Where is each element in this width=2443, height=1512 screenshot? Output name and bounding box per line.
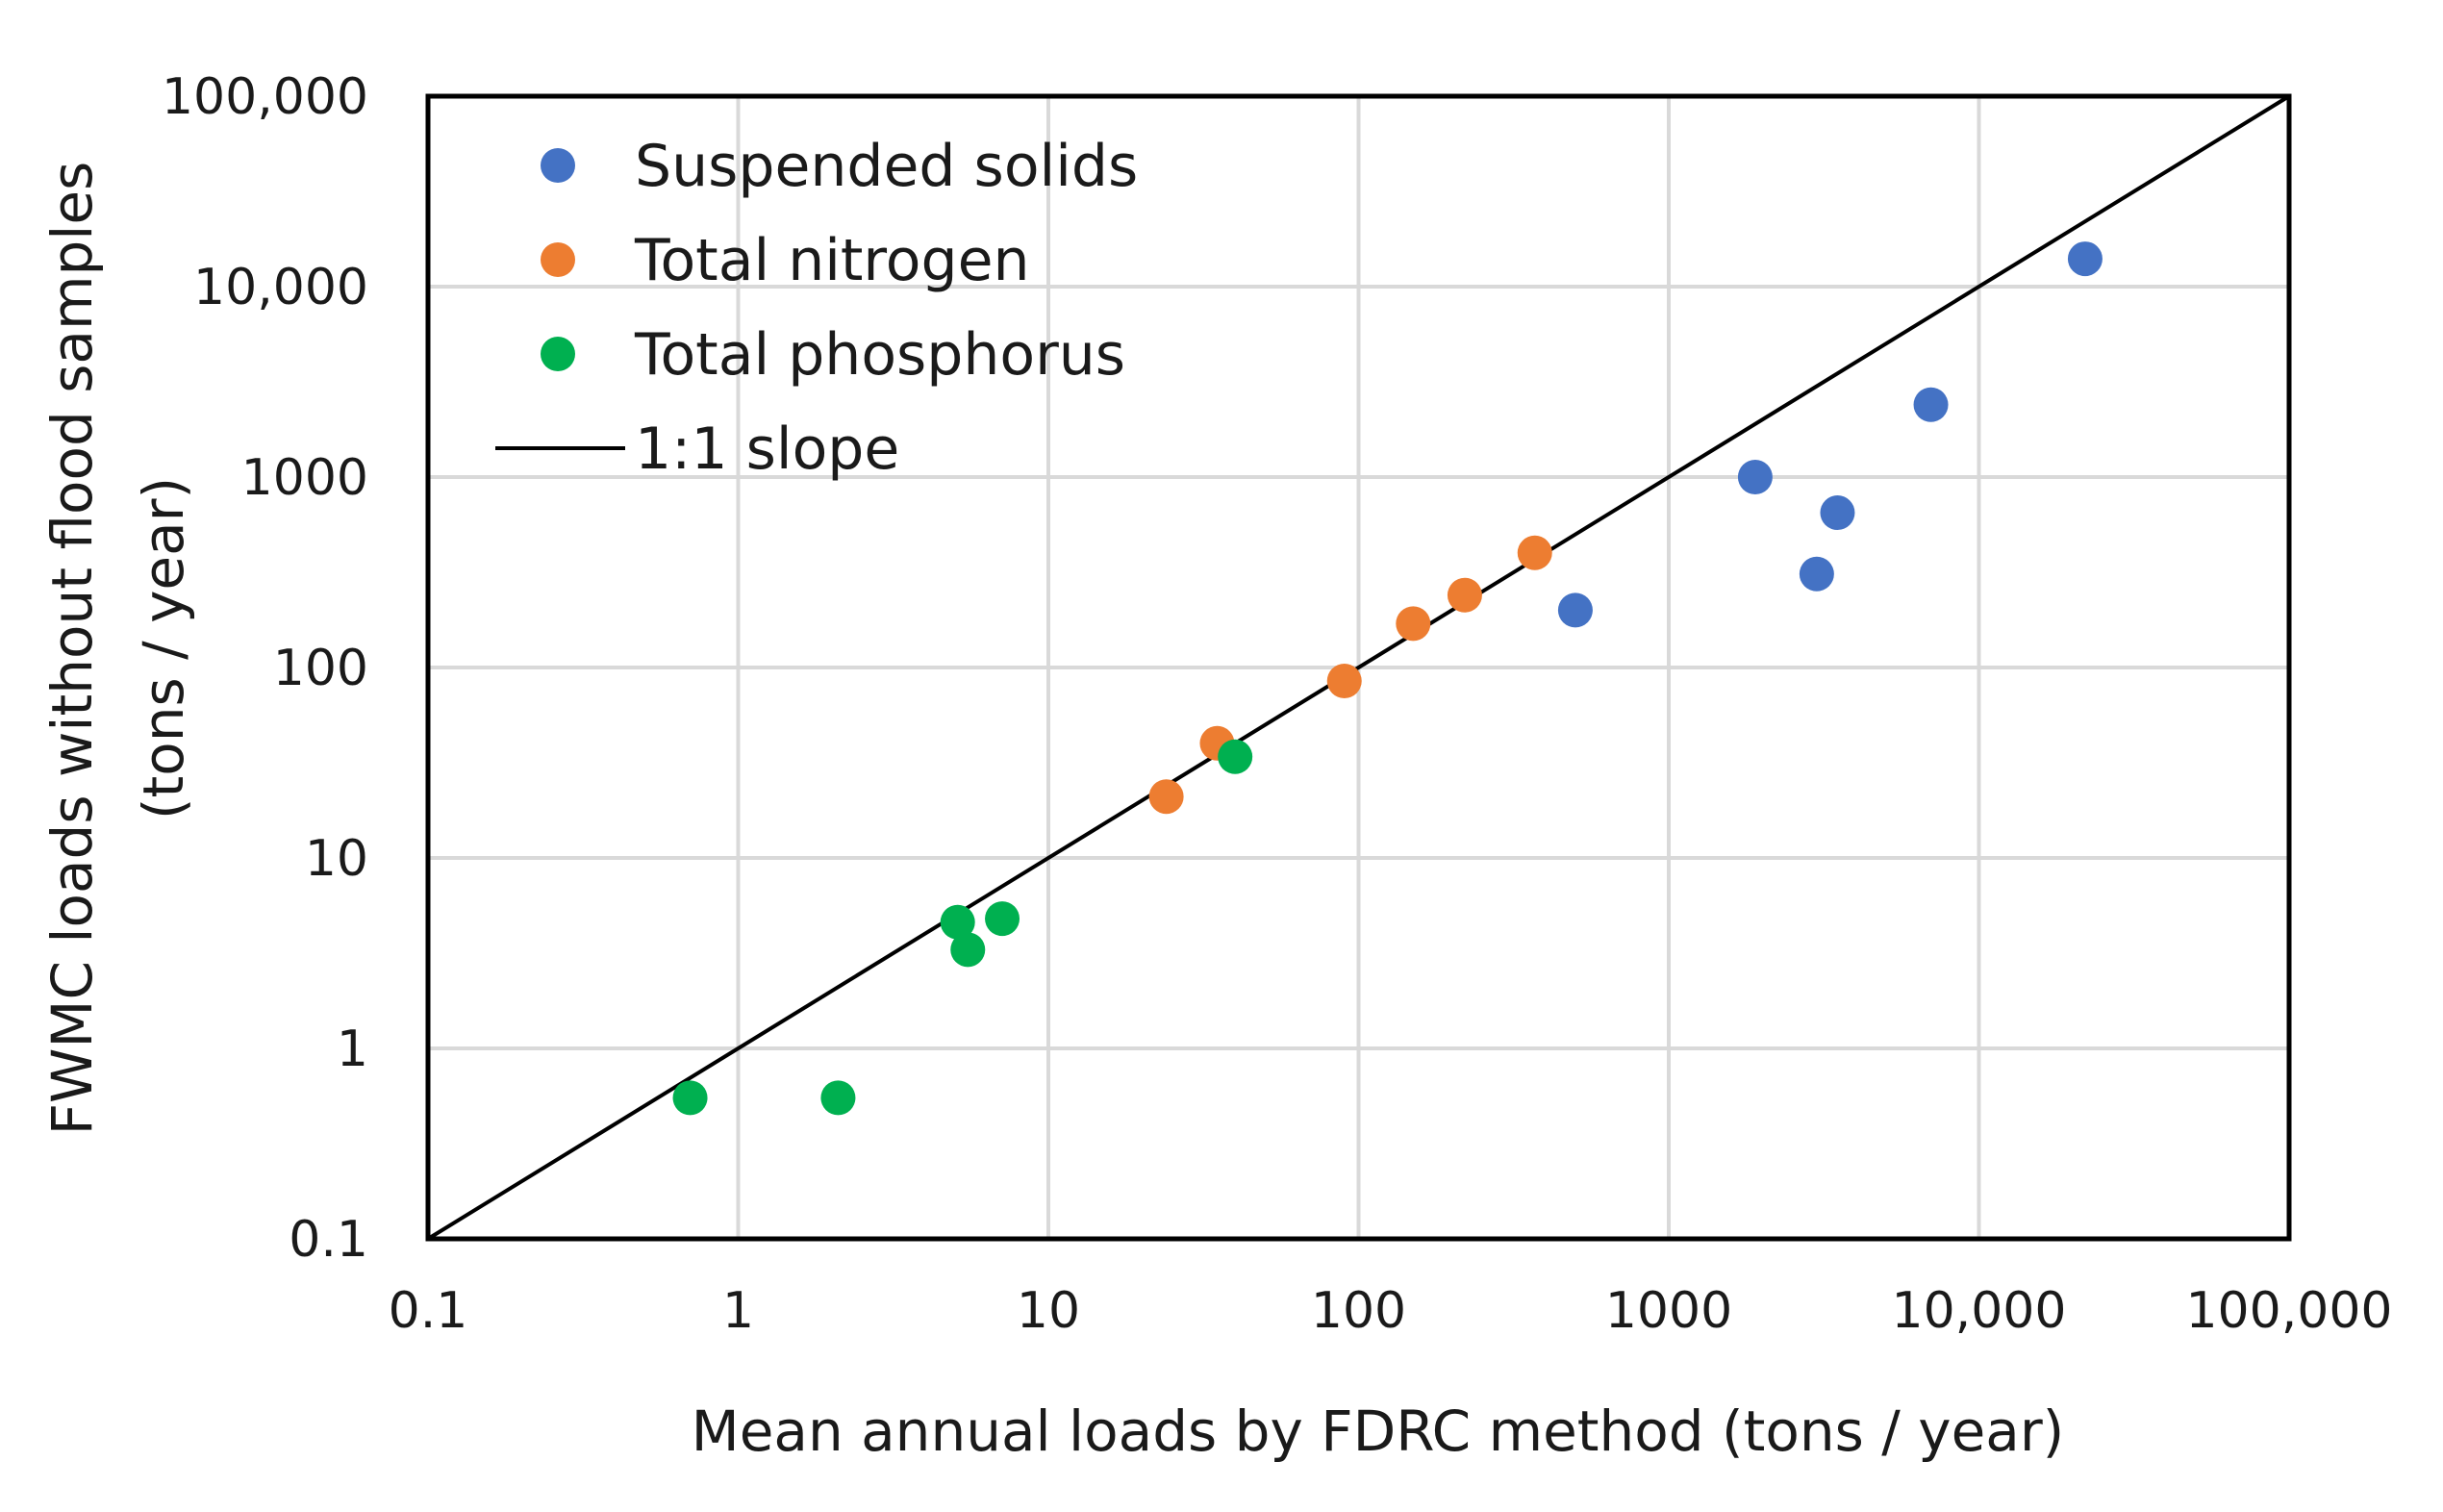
y-axis-title: FWMC loads without flood samples (tons /… xyxy=(39,162,196,1136)
y-tick-label: 100,000 xyxy=(162,68,368,126)
y-tick-label: 0.1 xyxy=(289,1211,368,1269)
total-phosphorus-point xyxy=(672,1080,708,1116)
total-phosphorus-point xyxy=(985,901,1020,937)
x-tick-label: 100 xyxy=(1311,1282,1406,1340)
suspended-solids-point xyxy=(1820,495,1855,531)
suspended-solids-point xyxy=(1913,387,1949,422)
y-tick-label: 10 xyxy=(305,830,368,888)
legend-marker-total-nitrogen xyxy=(541,242,575,277)
total-nitrogen-point xyxy=(1396,606,1431,642)
suspended-solids-point xyxy=(1557,592,1593,628)
y-axis-title-line-1: FWMC loads without flood samples xyxy=(39,162,105,1136)
y-tick-label: 1000 xyxy=(241,449,368,507)
x-tick-label: 0.1 xyxy=(389,1282,468,1340)
total-phosphorus-point xyxy=(940,904,975,940)
legend-label-suspended-solids: Suspended solids xyxy=(635,133,1138,200)
legend-marker-total-phosphorus xyxy=(541,337,575,371)
total-nitrogen-point xyxy=(1148,779,1184,815)
y-axis-title-line-2: (tons / year) xyxy=(131,477,196,819)
suspended-solids-point xyxy=(1737,460,1773,494)
x-tick-label: 1000 xyxy=(1605,1282,1732,1340)
legend-marker-suspended-solids xyxy=(541,148,575,183)
data-points xyxy=(672,241,2103,1116)
legend: Suspended solids Total nitrogen Total phos… xyxy=(495,133,1138,483)
total-nitrogen-point xyxy=(1326,663,1362,698)
total-phosphorus-point xyxy=(820,1080,856,1116)
y-tick-label: 100 xyxy=(273,640,368,697)
total-nitrogen-point xyxy=(1447,577,1482,613)
x-axis-tick-labels: 0.1 1 10 100 1000 10,000 100,000 xyxy=(389,1282,2393,1340)
y-axis-tick-labels: 0.1 1 10 100 1000 10,000 100,000 xyxy=(162,68,368,1269)
total-phosphorus-point xyxy=(950,932,986,968)
y-tick-label: 1 xyxy=(337,1021,368,1078)
y-tick-label: 10,000 xyxy=(193,259,368,316)
x-tick-label: 10 xyxy=(1017,1282,1080,1340)
legend-label-total-nitrogen: Total nitrogen xyxy=(634,227,1030,294)
reference-line-group xyxy=(426,94,2291,1241)
x-axis-title: Mean annual loads by FDRC method (tons /… xyxy=(692,1399,2065,1464)
legend-label-total-phosphorus: Total phosphorus xyxy=(634,321,1125,389)
x-tick-label: 100,000 xyxy=(2185,1282,2392,1340)
suspended-solids-point xyxy=(1799,556,1834,592)
legend-label-one-to-one-line: 1:1 slope xyxy=(635,416,899,483)
total-phosphorus-point xyxy=(1218,739,1253,774)
x-tick-label: 10,000 xyxy=(1892,1282,2067,1340)
total-nitrogen-point xyxy=(1517,535,1552,570)
x-tick-label: 1 xyxy=(722,1282,754,1340)
one-to-one-line xyxy=(426,94,2291,1241)
suspended-solids-point xyxy=(2067,241,2103,277)
plot-area-border xyxy=(425,93,2292,1242)
